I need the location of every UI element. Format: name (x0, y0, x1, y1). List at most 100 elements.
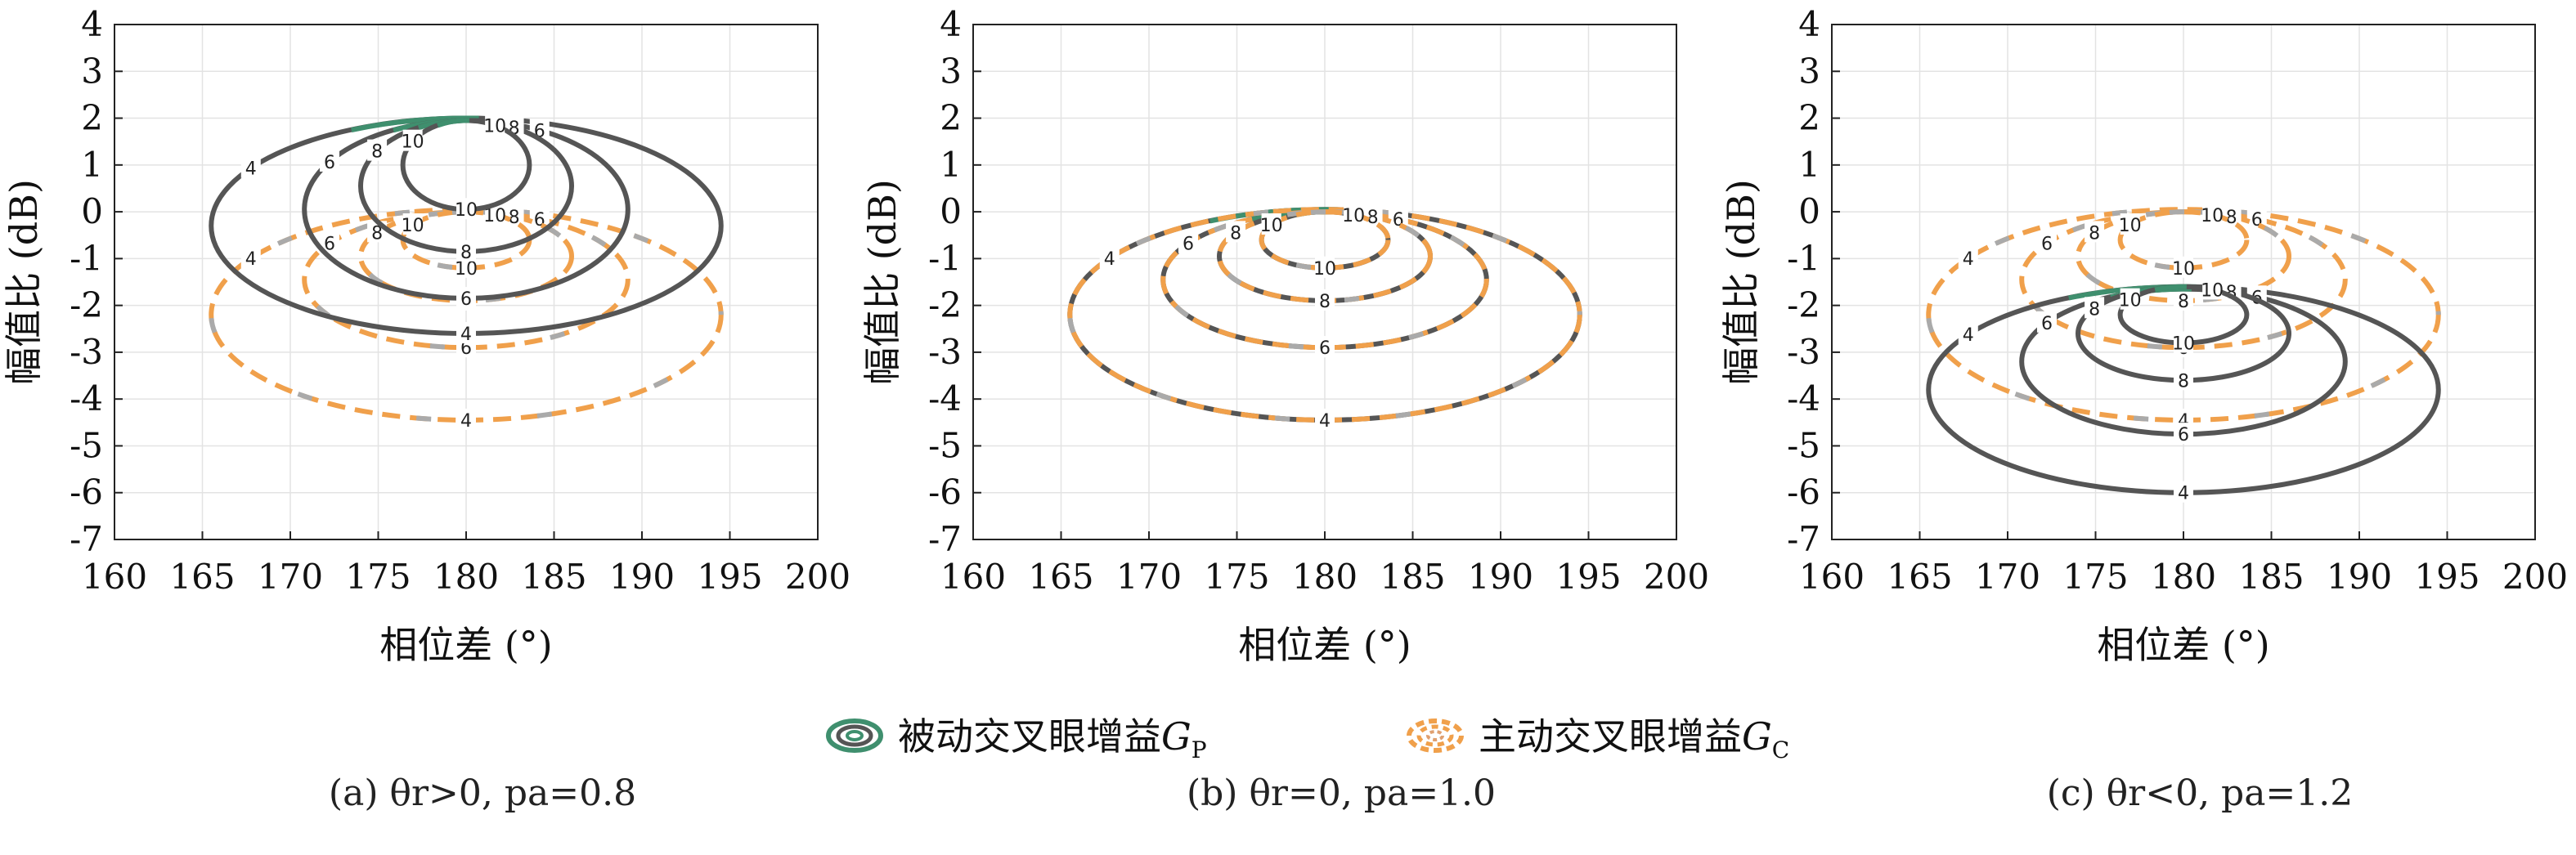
contour-passive-level-4-label-left: 4 (1963, 325, 1974, 346)
contour-passive-level-10-label-bottom: 10 (2172, 333, 2195, 354)
y-tick-label: 1 (81, 145, 103, 185)
contour-passive-level-4-label-left-bg (240, 156, 261, 178)
contour-active-level-8-label-left: 8 (371, 223, 383, 244)
x-tick-label: 200 (1644, 557, 1709, 597)
contour-passive-level-8-label-left-bg (2085, 297, 2105, 319)
x-tick-label: 195 (2414, 557, 2480, 597)
y-tick-label: 2 (81, 98, 103, 138)
contour-passive-level-8-label-left: 8 (371, 142, 383, 163)
x-tick-label: 160 (940, 557, 1006, 597)
x-tick-label: 185 (2238, 557, 2304, 597)
y-tick-label: 0 (1798, 191, 1820, 231)
contour-active-level-10-label-right-bg (1344, 203, 1364, 225)
y-axis-label: 幅值比 (dB) (1719, 179, 1763, 385)
contour-active-level-8-label-left-bg (1226, 221, 1246, 243)
contour-active-level-6-label-bottom-bg (1315, 336, 1335, 358)
y-tick-label: -6 (928, 472, 962, 513)
contour-active-level-4-label-bottom: 4 (460, 411, 472, 432)
x-tick-label: 165 (169, 557, 235, 597)
x-tick-label: 160 (1799, 557, 1865, 597)
x-tick-label: 200 (2502, 557, 2568, 597)
legend-item-active: 主动交叉眼增益GC (1407, 703, 1789, 768)
y-tick-label: -2 (70, 285, 103, 325)
y-tick-label: 4 (81, 4, 103, 44)
contour-active-level-4-label-bottom-bg (456, 408, 476, 430)
y-tick-label: -3 (1787, 332, 1820, 372)
y-tick-label: -4 (928, 378, 962, 419)
y-tick-label: -1 (70, 238, 103, 278)
contour-active-level-10-label-bottom-bg (1315, 256, 1335, 278)
contour-active-level-10-label-left: 10 (2119, 216, 2142, 236)
contour-passive-level-10-label-right-bg (485, 114, 505, 136)
contour-active-level-4-label-left-bg (1099, 247, 1120, 269)
y-tick-label: -4 (1787, 378, 1820, 419)
contour-passive-level-4-label-bottom-bg (2174, 481, 2193, 503)
contour-passive-level-4-label-left: 4 (245, 159, 257, 180)
y-tick-label: 3 (940, 51, 962, 91)
contour-passive-level-10-label-right: 10 (483, 116, 506, 137)
panel-a: 160 165 170 175 180 185 190 195 20043210-1-2-3-4… (2, 4, 850, 667)
x-tick-label: 180 (1292, 557, 1358, 597)
contour-active-level-8-label-right: 8 (2226, 208, 2237, 228)
x-tick-label: 195 (697, 557, 762, 597)
x-tick-label: 200 (785, 557, 850, 597)
x-tick-label: 180 (433, 557, 499, 597)
contour-passive-level-10-label-bottom-bg (456, 198, 476, 220)
x-tick-label: 165 (1887, 557, 1952, 597)
contour-active-level-10-label-right: 10 (2201, 206, 2224, 226)
contour-passive-level-10-label-bottom: 10 (455, 200, 478, 221)
contour-active-level-10-label-bottom: 10 (455, 259, 478, 280)
y-tick-label: -2 (1787, 285, 1820, 325)
x-tick-label: 170 (1116, 557, 1182, 597)
y-tick-label: -1 (928, 238, 962, 278)
contour-passive-level-6-label-left: 6 (2041, 314, 2053, 334)
y-tick-label: -5 (1787, 425, 1820, 465)
legend-swatch-active (1407, 718, 1464, 753)
contour-active-level-6-label-left-bg (2036, 231, 2057, 253)
x-tick-label: 190 (609, 557, 675, 597)
contour-active-level-10-accent (2117, 209, 2250, 271)
contour-active-level-6-label-left: 6 (324, 235, 335, 255)
contour-passive-level-6-label-bottom: 6 (2178, 425, 2189, 445)
contour-active-level-4-label-left: 4 (1963, 249, 1974, 270)
contour-passive-level-6-label-bottom-bg (2174, 423, 2193, 445)
contour-passive-level-4-label-bottom: 4 (460, 325, 472, 345)
contour-active-level-4-label-left: 4 (245, 249, 257, 270)
legend-item-passive: 被动交叉眼增益GP (826, 703, 1207, 768)
legend-swatch-passive (826, 718, 883, 753)
caption-c: (c) θr<0, pa=1.2 (2046, 772, 2354, 814)
x-tick-label: 190 (1468, 557, 1533, 597)
y-tick-label: -5 (70, 425, 103, 465)
y-tick-label: 4 (1798, 4, 1820, 44)
contour-passive-level-6-label-bottom-bg (456, 287, 476, 309)
panel-c: 160 165 170 175 180 185 190 195 20043210-1-2-3-4… (1719, 4, 2568, 667)
y-tick-label: 0 (81, 191, 103, 231)
x-tick-label: 160 (82, 557, 147, 597)
y-tick-label: 3 (1798, 51, 1820, 91)
contour-passive-level-6-label-bottom: 6 (460, 289, 472, 310)
x-tick-label: 195 (1555, 557, 1621, 597)
y-tick-label: 0 (940, 191, 962, 231)
contour-active-level-4-label-bottom: 4 (1319, 411, 1331, 432)
y-tick-label: -3 (928, 332, 962, 372)
legend: 被动交叉眼增益GP 主动交叉眼增益GC (0, 703, 2576, 768)
contour-active-level-8-label-right: 8 (509, 208, 520, 228)
y-tick-label: 1 (940, 145, 962, 185)
y-tick-label: 2 (940, 98, 962, 138)
contour-active-level-8-label-bottom-bg (1315, 289, 1335, 311)
y-tick-label: -3 (70, 332, 103, 372)
x-axis-label: 相位差 (°) (2097, 623, 2270, 667)
contour-passive-level-6-label-left: 6 (324, 153, 335, 173)
legend-label-passive: 被动交叉眼增益GP (898, 714, 1207, 764)
contour-active-level-6-label-left: 6 (2041, 235, 2053, 255)
y-axis-label: 幅值比 (dB) (2, 179, 46, 385)
y-tick-label: 3 (81, 51, 103, 91)
legend-label-active: 主动交叉眼增益GC (1479, 714, 1790, 764)
y-tick-label: -7 (1787, 519, 1820, 559)
x-tick-label: 165 (1028, 557, 1093, 597)
contour-active-level-10-label-left: 10 (1260, 216, 1283, 236)
contour-active-level-8-label-right: 8 (1367, 208, 1379, 228)
y-tick-label: 2 (1798, 98, 1820, 138)
contour-passive-level-4-label-left-bg (1958, 323, 1978, 345)
